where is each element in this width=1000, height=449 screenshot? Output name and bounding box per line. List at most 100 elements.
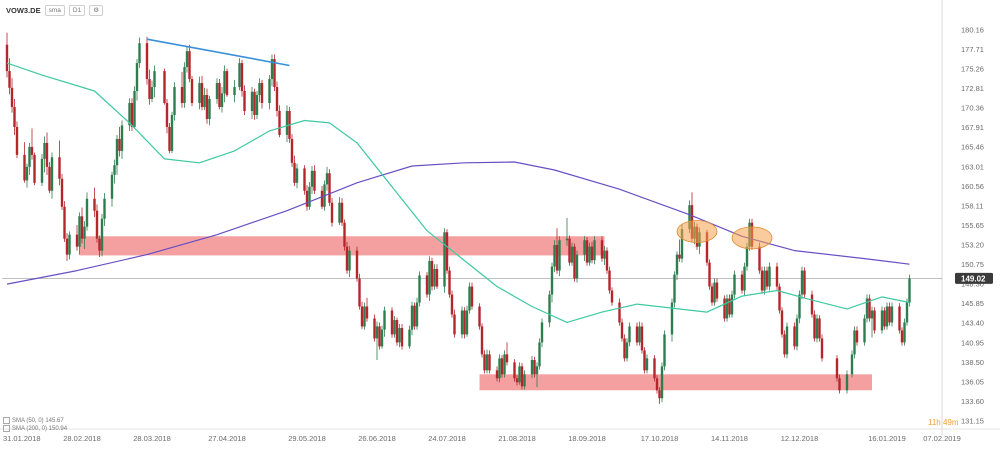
candle-body xyxy=(28,146,31,167)
candle-body xyxy=(640,326,644,351)
support-zone xyxy=(479,374,872,391)
checkbox-icon xyxy=(3,417,10,424)
symbol-label: VOW3.DE xyxy=(6,5,41,15)
candle-body xyxy=(173,87,176,115)
candle-body xyxy=(710,286,714,303)
y-tick-label: 160.56 xyxy=(961,182,984,191)
candle-body xyxy=(188,51,191,80)
candle-body xyxy=(520,366,524,387)
candle-body xyxy=(658,390,661,399)
y-tick-label: 140.95 xyxy=(961,338,984,347)
settings-chip[interactable]: ⚙ xyxy=(89,4,104,16)
candle-body xyxy=(150,87,154,100)
legend-sma200[interactable]: SMA (200, 0) 150.94 xyxy=(3,425,67,433)
candle-body xyxy=(565,238,569,241)
y-tick-label: 163.01 xyxy=(961,162,984,171)
candle-body xyxy=(838,378,841,391)
candle-body xyxy=(500,358,504,375)
y-tick-label: 133.60 xyxy=(961,397,984,406)
x-tick-label: 16.01.2019 xyxy=(868,434,906,443)
candle-body xyxy=(165,102,169,127)
candle-body xyxy=(65,238,69,255)
candle-body xyxy=(628,326,631,343)
candle-body xyxy=(743,266,746,291)
candle-body xyxy=(345,246,349,271)
x-tick-label: 21.08.2018 xyxy=(498,434,536,443)
candle-body xyxy=(33,154,36,183)
candle-body xyxy=(555,245,559,271)
candle-body xyxy=(393,320,396,335)
candle-body xyxy=(885,306,889,327)
candle-body xyxy=(868,298,871,319)
candle-body xyxy=(293,162,296,183)
candle-body xyxy=(730,294,734,315)
indicator-chip[interactable]: sma xyxy=(44,4,65,16)
candle-body xyxy=(815,318,819,339)
candle-body xyxy=(425,275,429,295)
candle-body xyxy=(5,44,9,72)
candle-body xyxy=(535,366,539,375)
candle-body xyxy=(513,362,516,379)
candle-body xyxy=(255,95,259,115)
y-tick-label: 145.85 xyxy=(961,299,984,308)
candle-body xyxy=(538,342,541,367)
candle-body xyxy=(905,302,909,323)
candle-body xyxy=(8,71,11,88)
candle-body xyxy=(600,240,604,259)
candle-body xyxy=(725,298,729,319)
candle-body xyxy=(408,329,411,347)
candle-body xyxy=(103,198,106,219)
x-tick-label: 26.06.2018 xyxy=(358,434,396,443)
candle-body xyxy=(355,250,359,279)
candle-body xyxy=(728,298,731,315)
candle-body xyxy=(680,229,684,259)
candle-body xyxy=(13,106,16,127)
candle-body xyxy=(775,266,779,287)
candle-body xyxy=(608,270,611,291)
y-tick-label: 138.50 xyxy=(961,358,984,367)
x-tick-label: 14.11.2018 xyxy=(711,434,748,443)
candle-body xyxy=(620,322,624,339)
candle-body xyxy=(395,320,399,343)
candle-body xyxy=(325,173,329,185)
candle-body xyxy=(768,266,771,287)
candle-body xyxy=(898,306,901,331)
candle-body xyxy=(340,202,344,223)
candle-body xyxy=(890,306,894,323)
highlight-ellipse xyxy=(676,220,718,243)
candle-body xyxy=(258,83,261,96)
candle-body xyxy=(445,232,449,271)
candle-body xyxy=(763,270,766,291)
candle-body xyxy=(135,63,139,92)
candle-body xyxy=(343,222,346,247)
candle-body xyxy=(603,250,606,259)
last-price-badge xyxy=(955,272,993,284)
candle-body xyxy=(573,246,576,279)
candle-body xyxy=(558,240,561,271)
resistance-zone xyxy=(79,236,605,256)
candle-body xyxy=(48,166,51,191)
candle-body xyxy=(415,302,419,327)
candle-body xyxy=(290,138,294,163)
candle-body xyxy=(153,71,156,88)
candle-body xyxy=(50,157,54,191)
candle-body xyxy=(795,318,799,347)
candle-body xyxy=(835,358,839,379)
candle-body xyxy=(233,87,236,96)
candle-body xyxy=(278,110,281,135)
candle-body xyxy=(378,326,381,347)
y-tick-label: 167.91 xyxy=(961,123,984,132)
indicator-legend: SMA (50, 0) 145.67 SMA (200, 0) 150.94 xyxy=(3,417,67,433)
candle-body xyxy=(243,91,246,111)
x-tick-label: 27.04.2018 xyxy=(208,434,246,443)
candle-body xyxy=(478,306,481,327)
candle-body xyxy=(198,83,201,103)
candle-body xyxy=(818,318,821,339)
interval-chip[interactable]: D1 xyxy=(68,4,86,16)
candle-body xyxy=(870,310,874,319)
legend-sma50[interactable]: SMA (50, 0) 145.67 xyxy=(3,417,67,425)
candle-body xyxy=(170,114,174,151)
candle-body xyxy=(605,250,609,271)
candle-body xyxy=(548,294,551,323)
